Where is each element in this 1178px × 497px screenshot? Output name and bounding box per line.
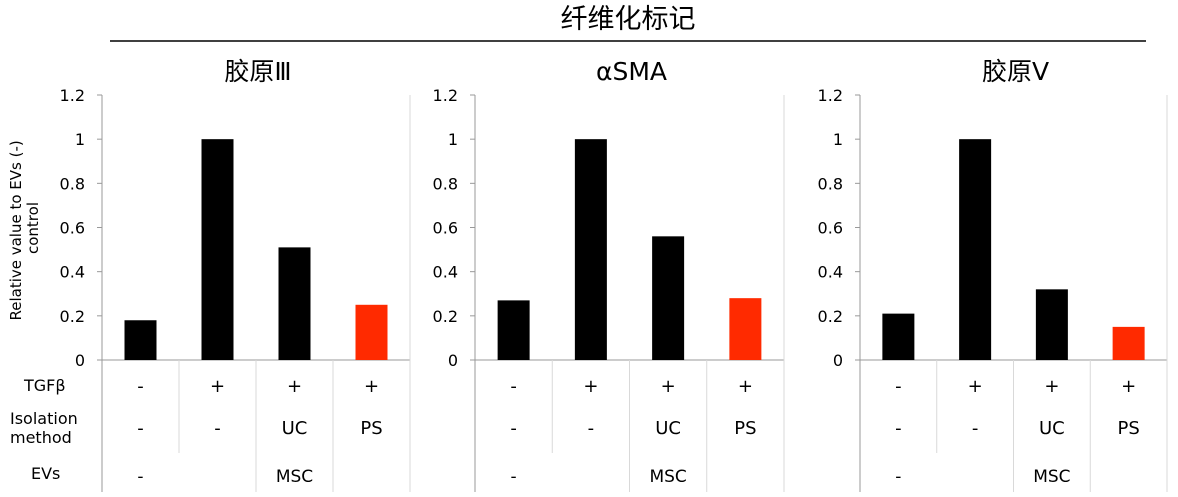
figure-title: 纤维化标记 (561, 4, 696, 35)
tgf-cell: - (510, 376, 517, 397)
tgf-cell: + (210, 376, 225, 397)
y-tick-label: 0.2 (433, 307, 458, 326)
isolation-cell: - (137, 418, 144, 439)
y-axis-label-line-2: control (24, 202, 42, 254)
isolation-cell: - (510, 418, 517, 439)
isolation-cell: UC (282, 418, 308, 439)
tgf-cell: - (895, 376, 902, 397)
y-tick-label: 0 (75, 351, 85, 370)
tgf-cell: - (137, 376, 144, 397)
y-tick-label: 1 (448, 130, 458, 149)
isolation-cell: - (588, 418, 595, 439)
y-tick-label: 0.2 (818, 307, 843, 326)
bar (882, 313, 915, 360)
y-tick-label: 0.6 (433, 219, 458, 238)
panel-title: 胶原Ⅲ (224, 57, 291, 86)
y-tick-label: 1 (75, 130, 85, 149)
row-label-isolation-line-2: method (10, 428, 72, 447)
y-tick-label: 1.2 (433, 86, 458, 105)
isolation-cell: PS (360, 418, 382, 439)
y-tick-label: 1.2 (818, 86, 843, 105)
isolation-cell: UC (655, 418, 681, 439)
bar (959, 139, 992, 360)
y-tick-label: 0.8 (433, 174, 458, 193)
bar (278, 247, 311, 360)
tgf-cell: + (1121, 376, 1136, 397)
y-tick-label: 0.4 (818, 263, 843, 282)
bar (355, 304, 388, 360)
bar (201, 139, 234, 360)
bar (497, 300, 530, 360)
y-tick-label: 0 (833, 351, 843, 370)
isolation-cell: - (895, 418, 902, 439)
evs-cell: - (511, 467, 517, 487)
evs-cell: - (137, 467, 143, 487)
tgf-cell: + (364, 376, 379, 397)
chart-panels: 胶原Ⅲ 1.2 1 0.8 0.6 0.4 0.2 0 - + + + - - UC PS - MSC αSMA 1.… (60, 57, 1168, 492)
row-label-isolation-line-1: Isolation (10, 409, 78, 428)
evs-cell: MSC (1033, 467, 1070, 487)
bar (1112, 326, 1145, 360)
y-tick-label: 0.8 (818, 174, 843, 193)
tgf-cell: + (287, 376, 302, 397)
y-tick-label: 0.2 (60, 307, 85, 326)
bar (1035, 289, 1068, 360)
isolation-cell: PS (734, 418, 756, 439)
panel-title: 胶原Ⅴ (982, 57, 1049, 86)
panel-title: αSMA (596, 57, 667, 86)
tgf-cell: + (968, 376, 983, 397)
y-tick-label: 0.8 (60, 174, 85, 193)
row-label-tgf: TGFβ (23, 376, 66, 395)
y-axis-label: Relative value to EVs (-) control (7, 135, 42, 320)
isolation-cell: - (972, 418, 979, 439)
y-axis-label-line-1: Relative value to EVs (-) (7, 140, 25, 320)
y-tick-label: 1.2 (60, 86, 85, 105)
tgf-cell: + (583, 376, 598, 397)
evs-cell: MSC (649, 467, 686, 487)
row-label-isolation: Isolation method (10, 409, 83, 447)
chart-panel-3: 胶原Ⅴ 1.2 1 0.8 0.6 0.4 0.2 0 - + + + - - UC PS - MSC (818, 57, 1168, 492)
y-tick-label: 1 (833, 130, 843, 149)
y-tick-label: 0.6 (818, 219, 843, 238)
evs-cell: - (895, 467, 901, 487)
bar (652, 236, 685, 360)
isolation-cell: - (214, 418, 221, 439)
tgf-cell: + (738, 376, 753, 397)
tgf-cell: + (661, 376, 676, 397)
bar (574, 139, 607, 360)
row-label-evs: EVs (31, 464, 60, 483)
bar (729, 298, 762, 360)
isolation-cell: UC (1039, 418, 1065, 439)
evs-cell: MSC (276, 467, 313, 487)
y-tick-label: 0 (448, 351, 458, 370)
isolation-cell: PS (1117, 418, 1139, 439)
y-tick-label: 0.4 (433, 263, 458, 282)
chart-panel-1: 胶原Ⅲ 1.2 1 0.8 0.6 0.4 0.2 0 - + + + - - UC PS - MSC (60, 57, 411, 492)
tgf-cell: + (1044, 376, 1059, 397)
chart-panel-2: αSMA 1.2 1 0.8 0.6 0.4 0.2 0 - + + + - - UC PS - MSC (433, 57, 785, 492)
y-tick-label: 0.6 (60, 219, 85, 238)
bar (124, 320, 157, 360)
y-tick-label: 0.4 (60, 263, 85, 282)
